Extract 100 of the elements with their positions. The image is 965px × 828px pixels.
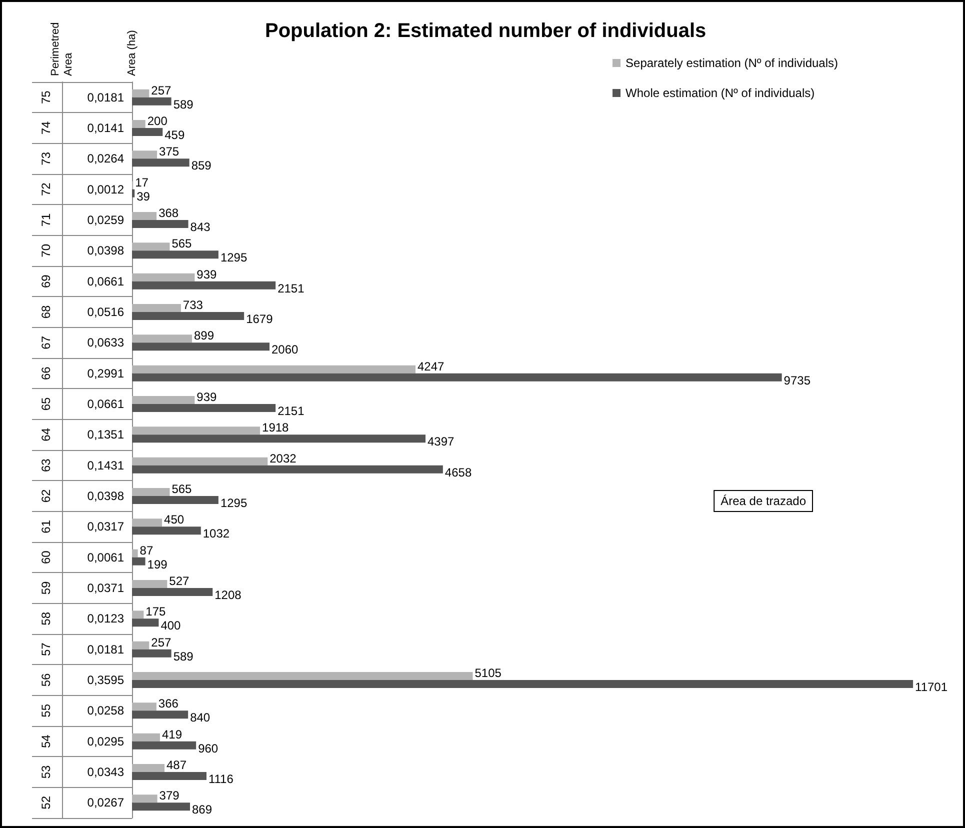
data-label: 840 xyxy=(190,710,210,725)
data-label: 1032 xyxy=(202,526,230,541)
bar xyxy=(132,465,443,474)
bar xyxy=(132,120,146,128)
bar xyxy=(132,618,159,627)
data-label: 400 xyxy=(160,618,182,633)
bar xyxy=(132,733,160,742)
bar xyxy=(132,557,146,566)
data-label: 17 xyxy=(135,175,149,190)
y2-tick-label: 0,0181 xyxy=(87,642,124,656)
data-label: 2032 xyxy=(270,451,297,466)
bar xyxy=(132,680,914,688)
y-tick-label: 58 xyxy=(39,612,53,626)
data-label: 869 xyxy=(192,802,212,817)
data-label: 939 xyxy=(196,267,218,282)
data-label: 200 xyxy=(147,114,168,128)
data-label: 379 xyxy=(159,788,180,803)
bar xyxy=(132,764,165,772)
data-label: 199 xyxy=(147,557,168,572)
y2-tick-label: 0,0259 xyxy=(87,213,124,227)
bar xyxy=(132,212,157,220)
bar xyxy=(132,250,218,259)
bar xyxy=(132,342,270,351)
bar xyxy=(132,281,276,290)
y-tick-label: 52 xyxy=(39,796,53,810)
y2-tick-label: 0,0343 xyxy=(87,765,124,779)
y-axis-title: Perimetred Area xyxy=(50,22,74,76)
data-label: 859 xyxy=(191,158,212,173)
y2-tick-label: 0,0264 xyxy=(87,152,124,166)
data-label: 1116 xyxy=(208,772,234,786)
data-label: 1679 xyxy=(246,312,274,326)
data-label: 487 xyxy=(166,758,187,772)
data-label: 4247 xyxy=(417,359,445,374)
y-tick-label: 67 xyxy=(39,336,53,350)
data-label: 450 xyxy=(164,512,184,527)
bar xyxy=(132,220,188,228)
data-label: 1295 xyxy=(220,496,248,510)
y2-tick-label: 0,0398 xyxy=(87,244,124,258)
y-tick-label: 54 xyxy=(39,734,53,748)
bar xyxy=(132,672,473,680)
bar xyxy=(132,396,195,404)
y-tick-label: 56 xyxy=(39,673,53,687)
bar xyxy=(132,588,213,596)
bar xyxy=(132,150,158,159)
y-tick-label: 57 xyxy=(39,642,53,656)
y-tick-label: 71 xyxy=(39,213,53,227)
bar xyxy=(132,89,150,98)
y2-tick-label: 0,2991 xyxy=(87,366,124,380)
data-label: 1918 xyxy=(262,420,290,435)
legend-label: Whole estimation (Nº of individuals) xyxy=(626,86,815,100)
data-label: 87 xyxy=(140,543,154,558)
y2-tick-label: 0,0661 xyxy=(87,397,124,411)
data-label: 733 xyxy=(182,298,204,312)
y-tick-label: 69 xyxy=(39,274,53,288)
bar xyxy=(132,702,156,711)
data-label: 375 xyxy=(159,144,180,159)
y2-tick-label: 0,0012 xyxy=(87,182,124,196)
y2-tick-label: 0,0633 xyxy=(87,336,124,350)
y2-axis-title: Area (ha) xyxy=(126,30,138,76)
data-label: 4397 xyxy=(428,434,455,449)
y-tick-label: 65 xyxy=(39,397,53,411)
y-tick-label: 75 xyxy=(39,90,53,104)
legend-label: Separately estimation (Nº of individuals) xyxy=(626,56,838,70)
bar xyxy=(132,97,172,106)
bar xyxy=(132,373,782,382)
data-label: 2151 xyxy=(278,404,305,418)
y-tick-label: 72 xyxy=(39,182,53,196)
bar xyxy=(132,649,172,658)
data-label: 368 xyxy=(158,206,179,220)
y-tick-label: 55 xyxy=(39,704,53,718)
y2-tick-label: 0,1351 xyxy=(87,428,124,442)
data-label: 589 xyxy=(173,97,194,112)
data-label: 565 xyxy=(172,236,192,251)
bar xyxy=(132,426,260,435)
y2-tick-label: 0,0371 xyxy=(87,581,124,595)
y2-tick-label: 0,0267 xyxy=(87,796,124,810)
bar xyxy=(132,334,192,343)
bar xyxy=(132,710,188,719)
data-label: 565 xyxy=(172,482,192,496)
y-tick-label: 66 xyxy=(39,366,53,380)
data-label: 5105 xyxy=(474,666,502,680)
bar xyxy=(132,496,218,504)
y2-tick-label: 0,0317 xyxy=(87,520,124,534)
y2-tick-label: 0,0258 xyxy=(87,704,124,718)
bar xyxy=(132,457,268,466)
y-tick-label: 59 xyxy=(39,581,53,595)
data-label: 4658 xyxy=(444,465,472,480)
y-tick-label: 68 xyxy=(39,305,53,319)
y2-tick-label: 0,0181 xyxy=(87,90,124,104)
data-label: 419 xyxy=(162,727,182,742)
y2-tick-label: 0,0123 xyxy=(87,612,124,626)
y-tick-label: 64 xyxy=(39,428,53,442)
data-label: 960 xyxy=(198,741,218,756)
bar xyxy=(132,242,170,251)
bar xyxy=(132,434,426,443)
y-tick-label: 61 xyxy=(39,520,53,534)
y2-tick-label: 0,1431 xyxy=(87,458,124,472)
data-label: 2060 xyxy=(272,342,299,357)
data-label: 366 xyxy=(158,696,179,711)
data-label: 527 xyxy=(169,574,190,588)
